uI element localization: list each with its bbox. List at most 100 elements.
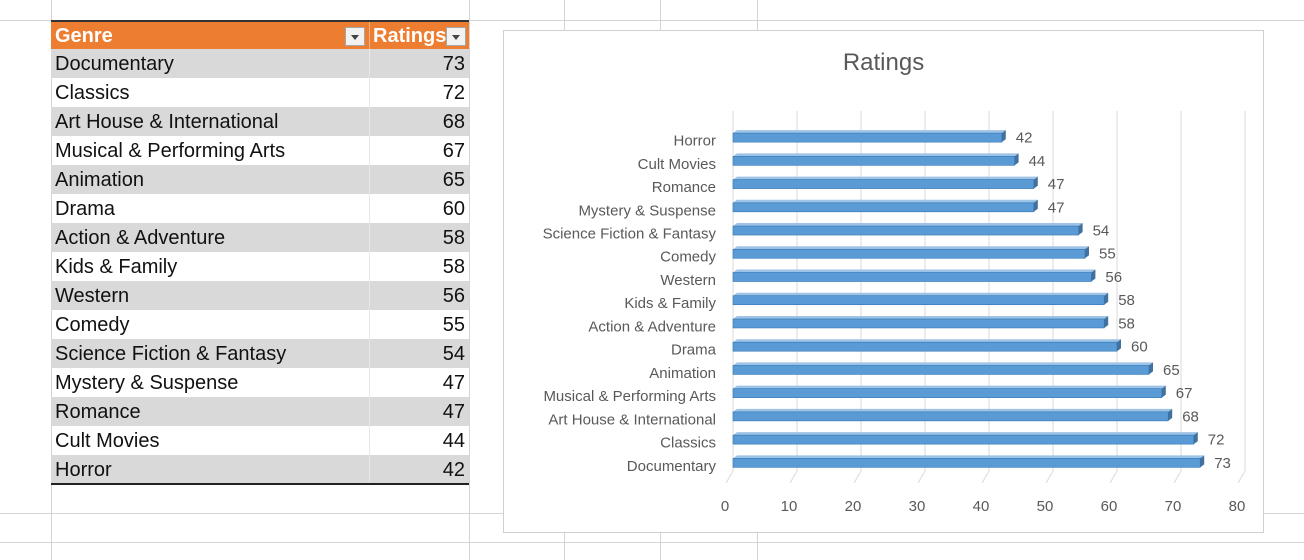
cell-rating[interactable]: 60 bbox=[442, 198, 465, 220]
ratings-bar-chart[interactable]: Ratings 0 10 20 30 40 50 60 70 80 42 Horror 44 Cult … bbox=[503, 30, 1264, 533]
bar-top bbox=[733, 246, 1089, 250]
chart-title: Ratings bbox=[842, 49, 925, 76]
cell-genre[interactable]: Science Fiction & Fantasy bbox=[55, 343, 287, 365]
data-label: 56 bbox=[1105, 269, 1122, 286]
cell-genre[interactable]: Comedy bbox=[55, 314, 130, 336]
category-label: Comedy bbox=[660, 249, 716, 266]
category-label: Classics bbox=[660, 435, 716, 452]
bar bbox=[732, 225, 1079, 236]
bar-side bbox=[1033, 176, 1038, 189]
cell-genre[interactable]: Documentary bbox=[55, 53, 174, 75]
table-row[interactable]: Cult Movies 44 bbox=[51, 426, 469, 455]
cell-rating[interactable]: 73 bbox=[442, 53, 465, 75]
cell-rating[interactable]: 47 bbox=[442, 401, 465, 423]
header-genre[interactable]: Genre bbox=[55, 25, 113, 47]
cell-genre[interactable]: Art House & International bbox=[55, 111, 279, 133]
table-row[interactable]: Drama 60 bbox=[51, 194, 469, 223]
chart-plot-area: 0 10 20 30 40 50 60 70 80 42 Horror 44 Cult Movies 47… bbox=[543, 111, 1246, 515]
cell-rating[interactable]: 58 bbox=[442, 227, 465, 249]
table-row[interactable]: Documentary 73 bbox=[51, 49, 469, 78]
cell-rating[interactable]: 47 bbox=[442, 372, 465, 394]
bar-top bbox=[733, 315, 1109, 319]
category-label: Animation bbox=[649, 365, 716, 382]
table-row[interactable]: Action & Adventure 58 bbox=[51, 223, 469, 252]
cell-rating[interactable]: 72 bbox=[442, 82, 465, 104]
x-tick-label: 70 bbox=[1165, 498, 1182, 515]
cell-genre[interactable]: Classics bbox=[55, 82, 130, 104]
cell-genre[interactable]: Horror bbox=[55, 459, 112, 481]
category-label: Romance bbox=[652, 179, 716, 196]
table-row[interactable]: Science Fiction & Fantasy 54 bbox=[51, 339, 469, 368]
gridline bbox=[853, 470, 862, 484]
bar-top bbox=[733, 269, 1096, 273]
category-label: Documentary bbox=[627, 458, 717, 475]
cell-genre[interactable]: Animation bbox=[55, 169, 144, 191]
x-tick-label: 50 bbox=[1037, 498, 1054, 515]
bar-side bbox=[1014, 153, 1019, 166]
genre-filter-dropdown-icon[interactable] bbox=[345, 27, 365, 46]
bar-side bbox=[1033, 199, 1038, 212]
gridline bbox=[725, 470, 734, 484]
table-row[interactable]: Western 56 bbox=[51, 281, 469, 310]
cell-rating[interactable]: 44 bbox=[442, 430, 465, 452]
cell-genre[interactable]: Drama bbox=[55, 198, 116, 220]
data-label: 54 bbox=[1093, 223, 1110, 240]
bar-side bbox=[1104, 292, 1109, 305]
bar bbox=[732, 318, 1105, 329]
cell-rating[interactable]: 56 bbox=[442, 285, 465, 307]
bar bbox=[732, 365, 1150, 375]
data-label: 58 bbox=[1118, 292, 1135, 309]
table-bottom-border bbox=[51, 483, 469, 485]
category-label: Drama bbox=[671, 342, 717, 359]
cell-rating[interactable]: 67 bbox=[442, 140, 465, 162]
cell-rating[interactable]: 58 bbox=[442, 256, 465, 278]
table-row[interactable]: Art House & International 68 bbox=[51, 107, 469, 136]
header-ratings[interactable]: Ratings bbox=[373, 25, 447, 47]
gridline bbox=[1237, 470, 1246, 484]
gridline bbox=[981, 470, 990, 484]
bar-side bbox=[1200, 455, 1205, 468]
table-row[interactable]: Romance 47 bbox=[51, 397, 469, 426]
cell-rating[interactable]: 55 bbox=[442, 314, 465, 336]
data-label: 67 bbox=[1176, 385, 1193, 402]
ratings-filter-dropdown-icon[interactable] bbox=[446, 27, 466, 46]
data-label: 73 bbox=[1214, 455, 1231, 472]
data-label: 42 bbox=[1016, 130, 1033, 147]
cell-rating[interactable]: 42 bbox=[442, 459, 465, 481]
cell-genre[interactable]: Action & Adventure bbox=[55, 227, 226, 249]
cell-genre[interactable]: Musical & Performing Arts bbox=[55, 140, 286, 162]
bar-top bbox=[733, 153, 1019, 157]
data-label: 47 bbox=[1048, 176, 1065, 193]
gridline bbox=[1173, 470, 1182, 484]
cell-genre[interactable]: Romance bbox=[55, 401, 141, 423]
gridline bbox=[789, 470, 798, 484]
x-tick-label: 80 bbox=[1229, 498, 1246, 515]
cell-rating[interactable]: 68 bbox=[442, 111, 465, 133]
table-header-row: Genre Ratings bbox=[51, 20, 469, 49]
x-tick-label: 10 bbox=[781, 498, 798, 515]
bar bbox=[732, 272, 1092, 282]
bar-side bbox=[1104, 315, 1109, 328]
cell-genre[interactable]: Kids & Family bbox=[55, 256, 178, 278]
table-row[interactable]: Horror 42 bbox=[51, 455, 469, 484]
x-tick-label: 0 bbox=[721, 498, 729, 515]
table-row[interactable]: Comedy 55 bbox=[51, 310, 469, 339]
cell-genre[interactable]: Mystery & Suspense bbox=[55, 372, 239, 394]
bar-top bbox=[733, 339, 1121, 343]
cell-rating[interactable]: 54 bbox=[442, 343, 465, 365]
table-row[interactable]: Animation 65 bbox=[51, 165, 469, 194]
cell-genre[interactable]: Western bbox=[55, 285, 130, 307]
table-row[interactable]: Mystery & Suspense 47 bbox=[51, 368, 469, 397]
data-label: 60 bbox=[1131, 339, 1148, 356]
bar-side bbox=[1168, 408, 1173, 421]
gridline bbox=[917, 470, 926, 484]
category-label: Cult Movies bbox=[638, 156, 716, 173]
bar bbox=[732, 295, 1105, 306]
cell-rating[interactable]: 65 bbox=[442, 169, 465, 191]
bar bbox=[732, 248, 1086, 259]
table-row[interactable]: Musical & Performing Arts 67 bbox=[51, 136, 469, 165]
cell-genre[interactable]: Cult Movies bbox=[55, 430, 160, 452]
table-row[interactable]: Kids & Family 58 bbox=[51, 252, 469, 281]
bar-top bbox=[733, 292, 1109, 296]
table-row[interactable]: Classics 72 bbox=[51, 78, 469, 107]
